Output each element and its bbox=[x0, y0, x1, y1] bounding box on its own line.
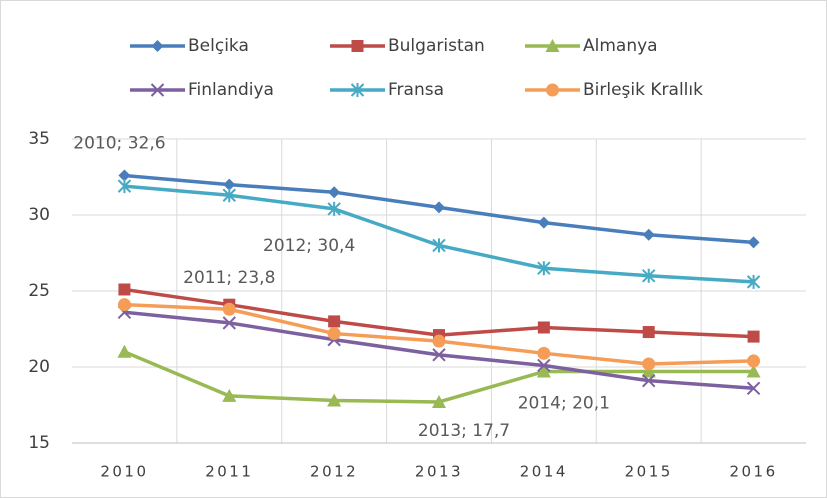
marker bbox=[432, 238, 446, 253]
marker bbox=[118, 283, 131, 296]
legend-item: Almanya bbox=[525, 36, 658, 56]
series bbox=[117, 179, 761, 289]
marker bbox=[537, 358, 551, 373]
marker bbox=[118, 169, 131, 182]
x-tick-label: 2016 bbox=[729, 463, 777, 481]
marker bbox=[432, 348, 446, 362]
marker bbox=[537, 261, 551, 276]
legend-label: Belçika bbox=[188, 36, 249, 56]
legend-label: Bulgaristan bbox=[388, 36, 485, 56]
marker bbox=[746, 364, 761, 378]
marker bbox=[433, 201, 445, 214]
marker bbox=[222, 188, 236, 203]
series bbox=[118, 169, 760, 249]
legend-item: Belçika bbox=[130, 36, 249, 56]
marker bbox=[117, 179, 132, 194]
marker bbox=[747, 330, 760, 343]
y-tick-label: 30 bbox=[28, 205, 50, 225]
data-label: 2014; 20,1 bbox=[518, 393, 610, 413]
data-label: 2013; 17,7 bbox=[418, 421, 510, 441]
marker bbox=[328, 186, 341, 199]
marker bbox=[150, 83, 165, 97]
y-tick-label: 20 bbox=[28, 357, 50, 377]
x-tick-label: 2011 bbox=[205, 463, 253, 481]
marker bbox=[117, 344, 132, 358]
marker bbox=[746, 274, 761, 289]
marker bbox=[432, 334, 446, 348]
marker bbox=[642, 373, 656, 388]
x-tick-label: 2012 bbox=[310, 463, 358, 481]
marker bbox=[546, 83, 559, 97]
series bbox=[117, 298, 761, 371]
marker bbox=[151, 40, 164, 52]
marker bbox=[222, 388, 237, 402]
marker bbox=[222, 316, 236, 330]
y-tick-label: 35 bbox=[28, 129, 50, 149]
legend-label: Fransa bbox=[388, 80, 444, 100]
legend-item: Finlandiya bbox=[130, 80, 274, 100]
marker bbox=[350, 83, 365, 97]
marker bbox=[747, 354, 761, 368]
marker bbox=[351, 40, 364, 52]
x-tick-label: 2015 bbox=[625, 463, 673, 481]
marker bbox=[642, 228, 655, 241]
data-label: 2010; 32,6 bbox=[73, 133, 165, 153]
marker bbox=[642, 268, 656, 283]
marker bbox=[222, 302, 236, 316]
marker bbox=[537, 216, 550, 229]
legend-item: Birleşik Krallık bbox=[525, 80, 703, 100]
marker bbox=[641, 364, 656, 378]
marker bbox=[537, 346, 551, 360]
marker bbox=[537, 321, 550, 334]
legend-item: Fransa bbox=[330, 80, 444, 100]
marker bbox=[746, 381, 761, 395]
y-tick-label: 15 bbox=[28, 433, 50, 453]
marker bbox=[223, 178, 236, 191]
marker bbox=[327, 327, 341, 341]
y-tick-label: 25 bbox=[28, 281, 50, 301]
marker bbox=[747, 236, 760, 249]
data-label: 2012; 30,4 bbox=[263, 236, 355, 256]
marker bbox=[545, 39, 560, 52]
legend-label: Birleşik Krallık bbox=[583, 80, 703, 100]
marker bbox=[642, 357, 656, 371]
x-tick-label: 2014 bbox=[520, 463, 568, 481]
data-label: 2011; 23,8 bbox=[183, 268, 275, 288]
marker bbox=[328, 315, 341, 328]
marker bbox=[327, 393, 342, 407]
legend-label: Almanya bbox=[583, 36, 658, 56]
legend-item: Bulgaristan bbox=[330, 36, 485, 56]
marker bbox=[117, 298, 131, 312]
x-tick-label: 2013 bbox=[415, 463, 463, 481]
marker bbox=[536, 364, 551, 378]
legend-label: Finlandiya bbox=[188, 80, 274, 100]
marker bbox=[432, 394, 446, 408]
series bbox=[117, 344, 761, 408]
x-tick-label: 2010 bbox=[100, 463, 148, 481]
marker bbox=[642, 326, 655, 339]
marker bbox=[327, 201, 341, 216]
